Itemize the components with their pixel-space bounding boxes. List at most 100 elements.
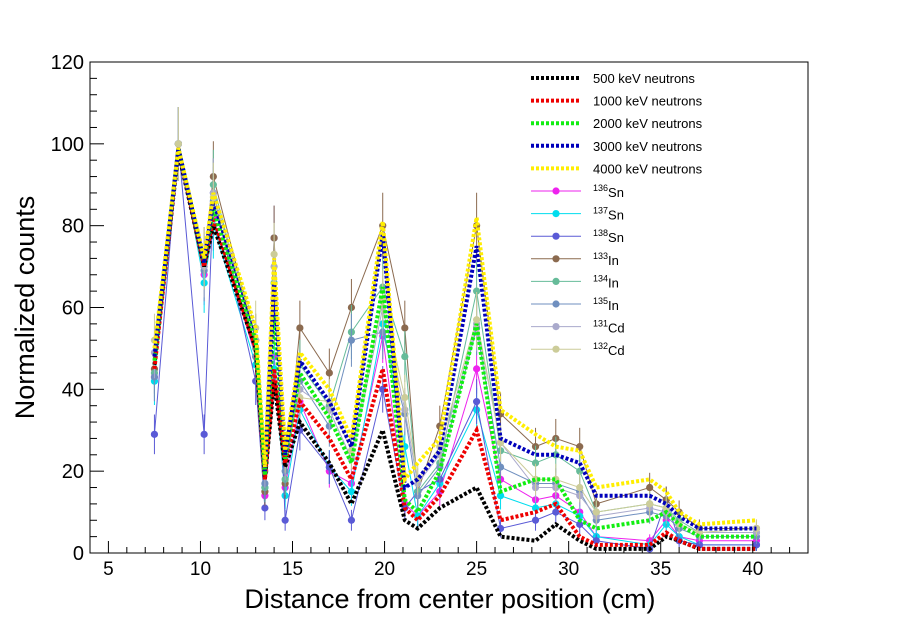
legend-swatch-marker bbox=[552, 187, 560, 195]
data-point bbox=[174, 140, 182, 148]
data-point bbox=[473, 398, 481, 406]
data-point bbox=[576, 520, 584, 528]
data-point bbox=[646, 500, 654, 508]
legend-swatch-marker bbox=[552, 277, 560, 285]
legend-label-main: In bbox=[608, 253, 619, 268]
data-point bbox=[496, 463, 505, 471]
y-tick-label: 0 bbox=[73, 543, 84, 565]
data-point bbox=[347, 516, 356, 524]
data-point bbox=[296, 324, 304, 332]
x-tick-label: 5 bbox=[103, 559, 114, 580]
x-tick-label: 30 bbox=[558, 559, 579, 580]
legend-swatch-marker bbox=[552, 255, 560, 263]
legend-label: 131Cd bbox=[593, 319, 625, 336]
data-point bbox=[531, 504, 540, 512]
legend-label: 1000 keV neutrons bbox=[593, 94, 703, 109]
series-4000-keV-neutrons bbox=[152, 147, 757, 527]
legend-label: 132Cd bbox=[593, 341, 625, 358]
data-point bbox=[473, 365, 481, 373]
legend-entry: 132Cd bbox=[531, 341, 625, 358]
x-axis-label: Distance from center position (cm) bbox=[244, 584, 655, 614]
legend-swatch-marker bbox=[552, 345, 560, 353]
x-tick-label: 25 bbox=[466, 559, 487, 580]
axis-layer: 5 10 15 20 25 30 35 40 0 20 40 60 80 100 120 bbox=[51, 52, 809, 580]
legend-label-superscript: 137 bbox=[593, 206, 608, 216]
legend-entry: 137Sn bbox=[531, 206, 624, 223]
legend-label-superscript: 136 bbox=[593, 183, 608, 193]
legend-label: 136Sn bbox=[593, 183, 624, 200]
x-tick-label: 35 bbox=[650, 559, 671, 580]
data-point bbox=[325, 369, 333, 377]
legend-label-superscript: 133 bbox=[593, 251, 608, 261]
data-point bbox=[150, 430, 159, 438]
legend-label-main: Sn bbox=[608, 185, 624, 200]
data-point bbox=[200, 430, 208, 438]
legend-label: 3000 keV neutrons bbox=[593, 139, 703, 154]
data-point bbox=[752, 541, 761, 549]
data-point bbox=[592, 508, 600, 516]
legend-label-main: Cd bbox=[608, 321, 625, 336]
data-point bbox=[296, 393, 304, 402]
legend-label-superscript: 132 bbox=[593, 341, 608, 351]
series-1000-keV-neutrons bbox=[152, 147, 757, 551]
data-point bbox=[270, 250, 278, 258]
legend-entry: 134In bbox=[531, 273, 619, 290]
y-tick-label: 120 bbox=[51, 52, 84, 74]
x-tick-label: 20 bbox=[374, 559, 395, 580]
legend-label-main: In bbox=[608, 298, 619, 313]
legend-label: 137Sn bbox=[593, 206, 624, 223]
legend-entry: 3000 keV neutrons bbox=[531, 139, 703, 154]
legend-entry: 138Sn bbox=[531, 228, 624, 245]
x-tick-label: 15 bbox=[282, 559, 303, 580]
legend-label: 138Sn bbox=[593, 228, 624, 245]
data-point bbox=[576, 483, 584, 492]
y-tick-label: 100 bbox=[51, 134, 84, 156]
data-point bbox=[347, 336, 356, 344]
y-axis-label: Normalized counts bbox=[10, 196, 40, 420]
legend-label: 133In bbox=[593, 251, 619, 268]
x-tick-label: 10 bbox=[190, 559, 211, 580]
data-point bbox=[347, 488, 356, 496]
data-point bbox=[496, 492, 505, 500]
legend-label-superscript: 135 bbox=[593, 296, 608, 306]
data-point bbox=[261, 504, 269, 512]
legend-entry: 500 keV neutrons bbox=[531, 71, 695, 86]
legend-label: 134In bbox=[593, 273, 619, 290]
legend-entry: 131Cd bbox=[531, 319, 625, 336]
legend-label-superscript: 134 bbox=[593, 273, 608, 283]
y-tick-label: 40 bbox=[62, 379, 84, 401]
data-point bbox=[401, 393, 409, 402]
legend-entry: 133In bbox=[531, 251, 619, 268]
legend-entry: 135In bbox=[531, 296, 619, 313]
legend-label: 2000 keV neutrons bbox=[593, 116, 703, 131]
legend-label: 135In bbox=[593, 296, 619, 313]
legend-entry: 1000 keV neutrons bbox=[531, 94, 703, 109]
legend-label-main: Sn bbox=[608, 208, 624, 223]
legend-entry: 2000 keV neutrons bbox=[531, 116, 703, 131]
data-point bbox=[401, 353, 409, 361]
legend: 500 keV neutrons 1000 keV neutrons 2000 ke… bbox=[531, 71, 703, 358]
legend-swatch-marker bbox=[552, 232, 560, 240]
legend-label-superscript: 131 bbox=[593, 319, 608, 329]
legend-entry: 4000 keV neutrons bbox=[531, 161, 703, 176]
legend-swatch-marker bbox=[552, 210, 560, 218]
y-tick-label: 20 bbox=[62, 461, 84, 483]
x-tick-label: 40 bbox=[742, 559, 763, 580]
data-layer bbox=[150, 107, 761, 553]
legend-label-main: Cd bbox=[608, 343, 625, 358]
legend-entry: 136Sn bbox=[531, 183, 624, 200]
y-tick-label: 60 bbox=[62, 298, 84, 320]
data-point bbox=[531, 459, 540, 467]
legend-label: 4000 keV neutrons bbox=[593, 161, 703, 176]
data-point bbox=[281, 516, 289, 524]
data-point bbox=[496, 438, 505, 447]
data-point bbox=[646, 483, 654, 492]
legend-swatch-marker bbox=[552, 300, 560, 308]
data-point bbox=[473, 287, 481, 295]
data-point bbox=[531, 516, 540, 524]
legend-swatch-marker bbox=[552, 323, 560, 331]
series-line bbox=[152, 147, 757, 527]
data-point bbox=[592, 537, 600, 545]
